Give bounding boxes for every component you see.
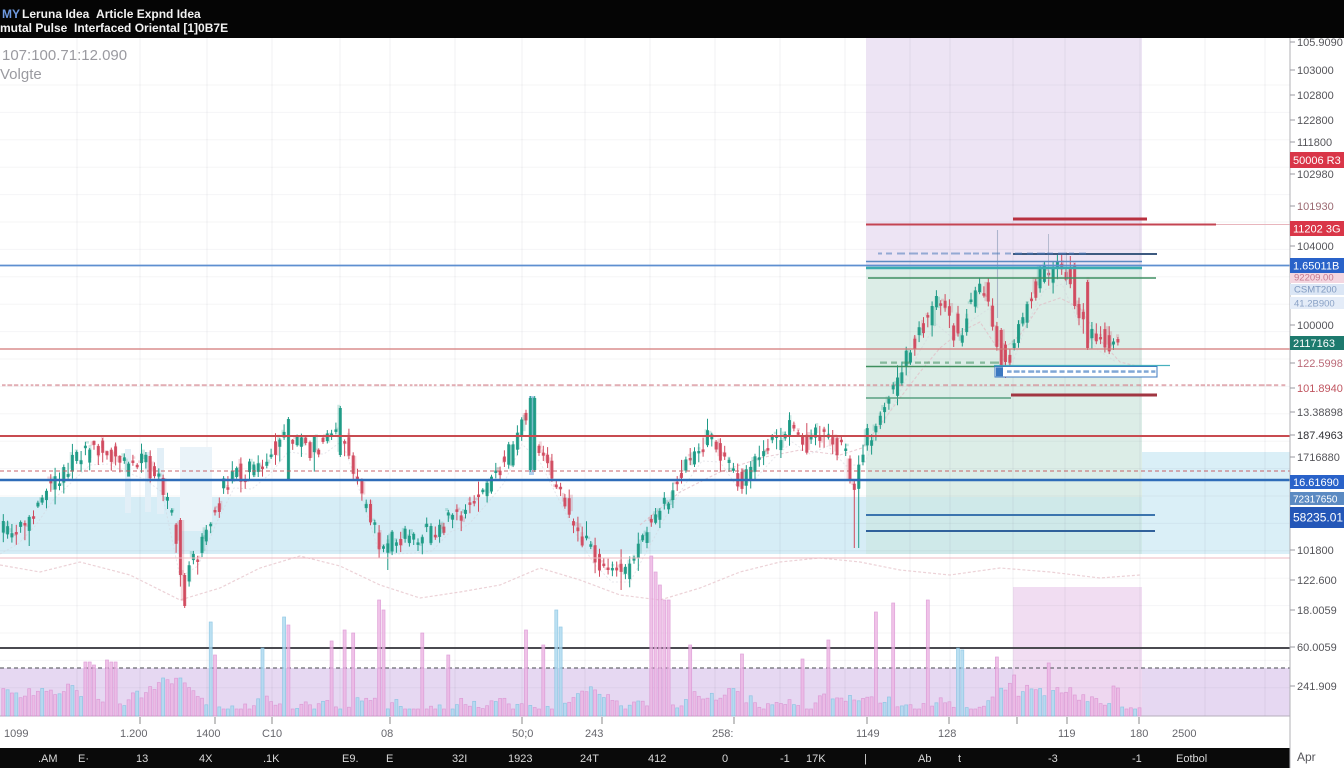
svg-text:1923: 1923 (508, 753, 532, 765)
svg-text:104000: 104000 (1297, 241, 1334, 253)
svg-text:1149: 1149 (856, 728, 880, 740)
svg-text:4X: 4X (199, 753, 213, 765)
svg-text:412: 412 (648, 753, 666, 765)
svg-text:101800: 101800 (1297, 545, 1334, 557)
svg-text:Leruna Idea Article Expnd Ide: Leruna Idea Article Expnd Idea (22, 7, 201, 21)
svg-text:E9.: E9. (342, 753, 359, 765)
svg-text:1400: 1400 (196, 728, 220, 740)
svg-text:50;0: 50;0 (512, 728, 533, 740)
svg-text:122800: 122800 (1297, 115, 1334, 127)
svg-text:17K: 17K (806, 753, 826, 765)
svg-text:.1K: .1K (263, 753, 280, 765)
svg-text:|: | (864, 753, 867, 765)
svg-text:241.909: 241.909 (1297, 681, 1337, 693)
svg-text:111800: 111800 (1297, 137, 1332, 149)
svg-text:103000: 103000 (1297, 65, 1334, 77)
svg-text:C10: C10 (262, 728, 282, 740)
svg-text:-3: -3 (1048, 753, 1058, 765)
svg-text:243: 243 (585, 728, 603, 740)
svg-text:Volgte: Volgte (0, 66, 42, 83)
svg-text:CSMT200: CSMT200 (1294, 285, 1337, 296)
svg-text:101.8940: 101.8940 (1297, 383, 1343, 395)
svg-text:102980: 102980 (1297, 169, 1334, 181)
svg-text:128: 128 (938, 728, 956, 740)
svg-text:13: 13 (136, 753, 148, 765)
svg-text:72317650: 72317650 (1293, 495, 1338, 506)
svg-text:1.200: 1.200 (120, 728, 148, 740)
svg-text:1.65011B: 1.65011B (1293, 261, 1339, 273)
svg-text:107:100.71:12.090: 107:100.71:12.090 (2, 47, 127, 64)
svg-text:1099: 1099 (4, 728, 28, 740)
svg-text:41.2B900: 41.2B900 (1294, 299, 1335, 310)
svg-text:24T: 24T (580, 753, 599, 765)
svg-text:-1: -1 (1132, 753, 1142, 765)
svg-text:Apr: Apr (1297, 750, 1316, 764)
svg-text:187.4963: 187.4963 (1297, 430, 1343, 442)
svg-text:13.38898: 13.38898 (1297, 407, 1343, 419)
svg-text:105.9090: 105.9090 (1297, 37, 1343, 49)
svg-text:11202 3G: 11202 3G (1293, 224, 1341, 236)
svg-text:18.0059: 18.0059 (1297, 605, 1337, 617)
svg-text:0: 0 (722, 753, 728, 765)
svg-text:92209.00: 92209.00 (1294, 273, 1334, 284)
svg-text:mutal Pulse Interfaced Orient: mutal Pulse Interfaced Oriental [1]0B7E (0, 21, 228, 35)
svg-text:101930: 101930 (1297, 201, 1334, 213)
svg-text:MY: MY (2, 7, 20, 21)
svg-text:Ab: Ab (918, 753, 931, 765)
svg-text:100000: 100000 (1297, 320, 1334, 332)
svg-text:60.0059: 60.0059 (1297, 642, 1337, 654)
svg-text:-1: -1 (780, 753, 790, 765)
svg-text:102800: 102800 (1297, 90, 1334, 102)
svg-text:.AM: .AM (38, 753, 58, 765)
svg-text:2117163: 2117163 (1293, 338, 1335, 350)
svg-text:180: 180 (1130, 728, 1148, 740)
svg-text:119: 119 (1058, 728, 1076, 740)
svg-text:58235.01: 58235.01 (1293, 511, 1343, 525)
svg-text:t: t (958, 753, 961, 765)
svg-text:16.61690: 16.61690 (1293, 477, 1339, 489)
svg-text:E·: E· (78, 753, 89, 765)
svg-text:08: 08 (381, 728, 393, 740)
svg-text:E: E (386, 753, 393, 765)
svg-text:Eotbol: Eotbol (1176, 753, 1207, 765)
svg-text:122.5998: 122.5998 (1297, 358, 1343, 370)
svg-text:32I: 32I (452, 753, 467, 765)
svg-text:1716880: 1716880 (1297, 452, 1340, 464)
svg-text:50006 R3: 50006 R3 (1293, 155, 1341, 167)
svg-text:122.600: 122.600 (1297, 575, 1337, 587)
svg-text:258:: 258: (712, 728, 733, 740)
svg-text:2500: 2500 (1172, 728, 1196, 740)
